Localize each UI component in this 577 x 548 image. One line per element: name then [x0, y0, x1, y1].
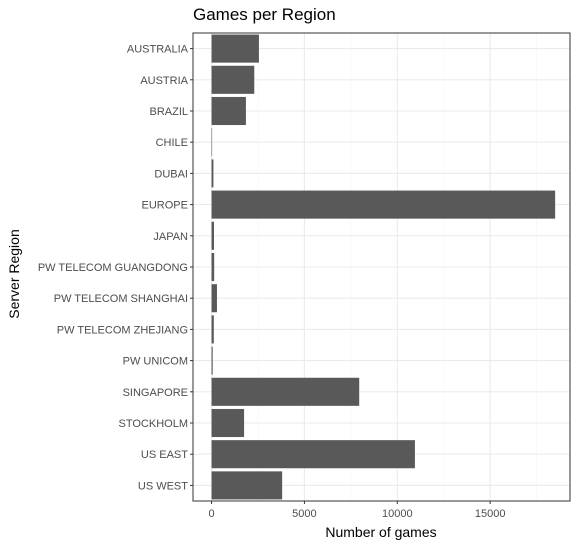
bar	[211, 128, 213, 157]
y-tick-label: PW UNICOM	[123, 356, 188, 368]
bar	[211, 159, 214, 188]
bar	[211, 34, 259, 63]
bar	[211, 190, 556, 219]
chart-title: Games per Region	[193, 5, 336, 24]
bar	[211, 221, 214, 250]
x-tick-label: 5000	[292, 508, 316, 520]
bar	[211, 346, 213, 375]
y-tick-label: JAPAN	[153, 231, 188, 243]
y-tick-label: DUBAI	[154, 168, 188, 180]
y-tick-label: PW TELECOM ZHEJIANG	[57, 324, 188, 336]
y-axis-title: Server Region	[6, 229, 22, 319]
x-tick-label: 0	[209, 508, 215, 520]
bar	[211, 408, 245, 438]
bar	[211, 440, 415, 469]
bar	[211, 252, 215, 282]
x-tick-label: 10000	[382, 508, 413, 520]
y-tick-label: AUSTRIA	[140, 75, 188, 87]
y-tick-label: EUROPE	[142, 200, 188, 212]
y-tick-label: US WEST	[138, 480, 188, 492]
y-tick-label: AUSTRALIA	[127, 44, 189, 56]
y-tick-label: US EAST	[141, 449, 188, 461]
y-tick-label: CHILE	[156, 137, 188, 149]
bar	[211, 471, 283, 500]
y-tick-label: SINGAPORE	[123, 387, 188, 399]
bar	[211, 65, 255, 94]
x-tick-label: 15000	[475, 508, 506, 520]
bars	[211, 34, 556, 500]
bar	[211, 315, 214, 344]
y-tick-label: PW TELECOM GUANGDONG	[38, 262, 188, 274]
grid	[193, 33, 570, 501]
y-axis: AUSTRALIA AUSTRIA BRAZIL CHILE DUBAI EUROPE JA…	[38, 44, 193, 492]
x-axis: 0 5000 10000 15000	[209, 501, 506, 520]
bar	[211, 284, 217, 313]
bar	[211, 377, 360, 406]
x-axis-title: Number of games	[325, 524, 436, 540]
y-tick-label: STOCKHOLM	[119, 418, 188, 430]
y-tick-label: BRAZIL	[149, 106, 188, 118]
y-tick-label: PW TELECOM SHANGHAI	[54, 293, 188, 305]
bar	[211, 96, 246, 126]
